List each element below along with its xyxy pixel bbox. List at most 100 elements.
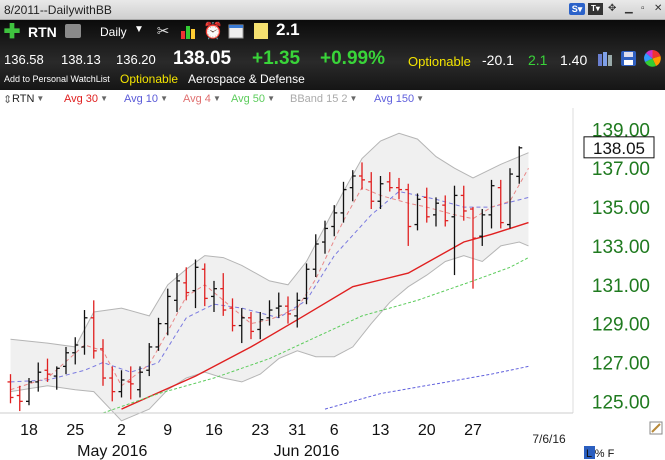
value-box: 2.1 [276,20,300,39]
calendar-icon[interactable] [228,23,244,39]
legend-item-avg150[interactable]: Avg 150 ▼ [374,93,425,105]
metric-2: 2.1 [528,52,548,68]
series-avg-50 [102,257,529,414]
note-icon[interactable] [254,23,268,39]
ohlc-bar [220,273,227,316]
legend-item-rtn[interactable]: RTN ▼ [12,93,45,105]
bband-lower-line [10,241,529,422]
date-axis: 18 25 May 2016 2 9 16 23 Jun 2016 31 6 13 20 27 [0,412,573,460]
pin-icon[interactable]: ✥ [608,3,617,14]
scan-icon[interactable]: S▾ [569,3,585,15]
ohlc-bar [7,374,14,404]
legend-item-avg50[interactable]: Avg 50 ▼ [231,93,275,105]
ohlc-bar [275,292,282,318]
ohlc-bar [90,300,97,359]
ohlc-bar [44,358,51,382]
period-select[interactable]: Daily [100,25,127,39]
ohlc-bar [405,183,412,246]
x-tick-label: May 2016 [77,443,147,460]
drag-handle-icon[interactable]: ⇕ [3,94,13,106]
legend-item-bband[interactable]: BBand 15 2 ▼ [290,93,358,105]
legend-item-avg10[interactable]: Avg 10 ▼ [124,93,168,105]
bar-chart-icon[interactable] [180,23,196,39]
add-symbol-icon[interactable]: ✚ [3,20,21,43]
ohlc-bar [322,220,328,254]
ohlc-bar [377,175,384,210]
window-title: 8/2011--DailywithBB [4,3,112,17]
last-price-label: 138.05 [593,139,645,158]
x-tick-label: 9 [163,422,172,439]
cube-icon[interactable] [65,24,81,38]
ohlc-bar [312,234,319,278]
x-tick-label: 25 [66,422,84,439]
ohlc-bar [164,288,171,336]
ohlc-bar [303,263,310,305]
restore-icon[interactable]: ▫ [641,3,645,14]
ohlc-bar [174,273,180,312]
ohlc-bar [109,366,116,402]
open-price: 136.58 [4,52,44,67]
scale-badge [584,446,595,459]
x-tick-label: 20 [418,422,436,439]
ohlc-bar [53,366,60,390]
bollinger-band [10,132,529,422]
ohlc-bar [340,181,347,223]
x-tick-label: 27 [464,422,482,439]
ohlc-bar [479,209,486,246]
ohlc-bar [155,317,162,351]
ohlc-bar [396,177,402,200]
ohlc-bar [285,296,291,324]
ohlc-bar [16,385,23,412]
price-chart[interactable]: 139.00 137.00 135.00 133.00 131.00 129.00 127.… [0,108,665,460]
bband-upper-line [10,132,529,348]
low-price: 136.20 [116,52,156,67]
bband-fill [10,133,529,421]
legend-item-avg30[interactable]: Avg 30 ▼ [64,93,108,105]
ohlc-bar [331,205,338,237]
ohlc-bars [7,146,523,412]
ohlc-bar [266,300,273,326]
sector-label: Aerospace & Defense [188,72,305,86]
x-tick-label: 13 [372,422,390,439]
x-tick-label: 31 [288,422,306,439]
ohlc-bar [507,168,513,229]
ohlc-bar [497,179,504,229]
x-tick-label: 6 [330,422,339,439]
ohlc-bar [127,366,134,400]
y-tick-label: 127.00 [592,353,650,374]
alarm-icon[interactable]: ⏰ [203,23,223,40]
ohlc-bar [516,146,523,184]
x-tick-label: 18 [20,422,38,439]
add-to-watchlist-link[interactable]: Add to Personal WatchList [4,74,110,84]
scale-label: L % F [586,448,615,460]
y-tick-label: 135.00 [592,198,650,219]
ohlc-bar [72,337,79,365]
symbol-field[interactable]: RTN [28,24,57,40]
series-avg-150 [324,365,529,410]
ohlc-bar [423,187,430,223]
series-avg-10 [10,190,529,383]
x-tick-label: 2 [117,422,126,439]
close-icon[interactable]: ✕ [654,3,663,14]
ohlc-bar [349,170,356,202]
minimize-icon[interactable]: ▁ [625,3,633,14]
x-tick-label: 23 [251,422,269,439]
template-icon[interactable]: T▾ [588,3,603,15]
legend-item-avg4[interactable]: Avg 4 ▼ [183,93,221,105]
period-dropdown-icon[interactable]: ▼ [134,24,144,35]
title-bar: 8/2011--DailywithBB S▾ T▾ ✥ ▁ ▫ ✕ [0,0,665,20]
metric-1: -20.1 [482,52,514,68]
optionable-label: Optionable [408,54,471,69]
status-date: 7/6/16 [532,432,566,446]
ohlc-bar [63,346,69,375]
tools-icon[interactable]: ✂ [156,23,170,40]
ohlc-bar [229,298,236,332]
series-avg-4 [10,167,529,391]
x-tick-label: 16 [205,422,223,439]
books-icon[interactable] [598,52,612,66]
ohlc-bar [386,172,393,192]
color-wheel-icon[interactable] [644,50,661,67]
ohlc-bar [368,172,375,210]
save-icon[interactable] [621,51,636,66]
ohlc-bar [248,311,254,340]
